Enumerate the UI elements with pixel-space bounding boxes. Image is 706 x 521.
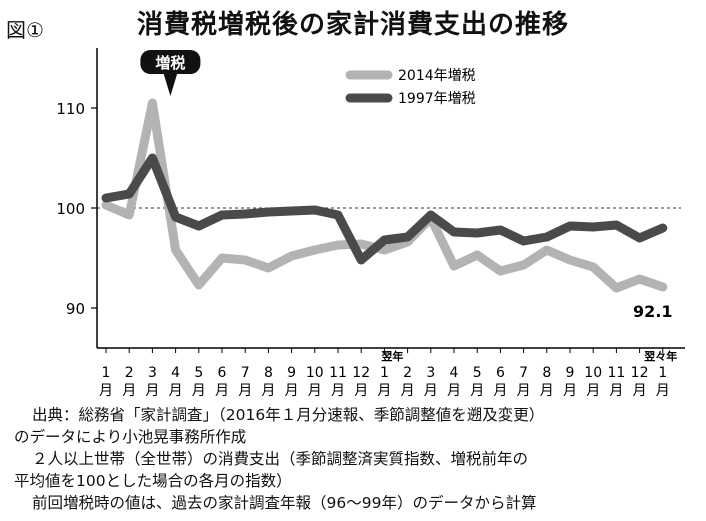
y-tick-label: 100: [56, 200, 85, 218]
note-line: のデータにより小池晃事務所作成: [14, 428, 247, 446]
x-tick-label: 12 月: [631, 365, 649, 399]
series-line-0: [101, 98, 668, 293]
source-notes: 出典：総務省「家計調査」（2016年１月分速報、季節調整値を遡及変更） のデータ…: [14, 404, 704, 514]
x-tick-label: 10 月: [584, 365, 602, 399]
x-tick-label: 11 月: [607, 365, 625, 399]
figure-label: 図①: [6, 18, 44, 42]
x-tick-label: 11 月: [329, 365, 347, 399]
callout-label: 増税: [155, 54, 185, 72]
y-tick-label: 110: [56, 100, 85, 118]
note-line: ２人以上世帯（全世帯）の消費支出（季節調整済実質指数、増税前年の: [32, 450, 529, 468]
x-tick-label: 10 月: [306, 365, 324, 399]
year-marker: 翌々年: [644, 349, 677, 363]
y-tick-label: 90: [66, 300, 85, 318]
callout-box: [140, 50, 201, 74]
note-line: 平均値を100とした場合の各月の指数）: [14, 472, 292, 490]
end-value-label: 92.1: [633, 302, 672, 321]
legend-label: 1997年増税: [398, 91, 476, 107]
year-marker: 翌年: [381, 349, 403, 363]
series-line-1: [101, 153, 668, 265]
note-line: 出典：総務省「家計調査」（2016年１月分速報、季節調整値を遡及変更）: [32, 406, 545, 424]
note-line: 前回増税時の値は、過去の家計調査年報（96〜99年）のデータから計算: [32, 494, 537, 512]
legend-label: 2014年増税: [398, 68, 476, 84]
x-tick-label: 12 月: [352, 365, 370, 399]
line-chart: 90 100 110 1 月 2 月 3 月 4 月 5 月 6 月 7 月 8 月 9 月 10 月 11 月 12 月 1 月 2 月 3…: [56, 48, 685, 399]
chart-title: 消費税増税後の家計消費支出の推移: [136, 10, 569, 40]
callout-arrow: [163, 73, 178, 96]
